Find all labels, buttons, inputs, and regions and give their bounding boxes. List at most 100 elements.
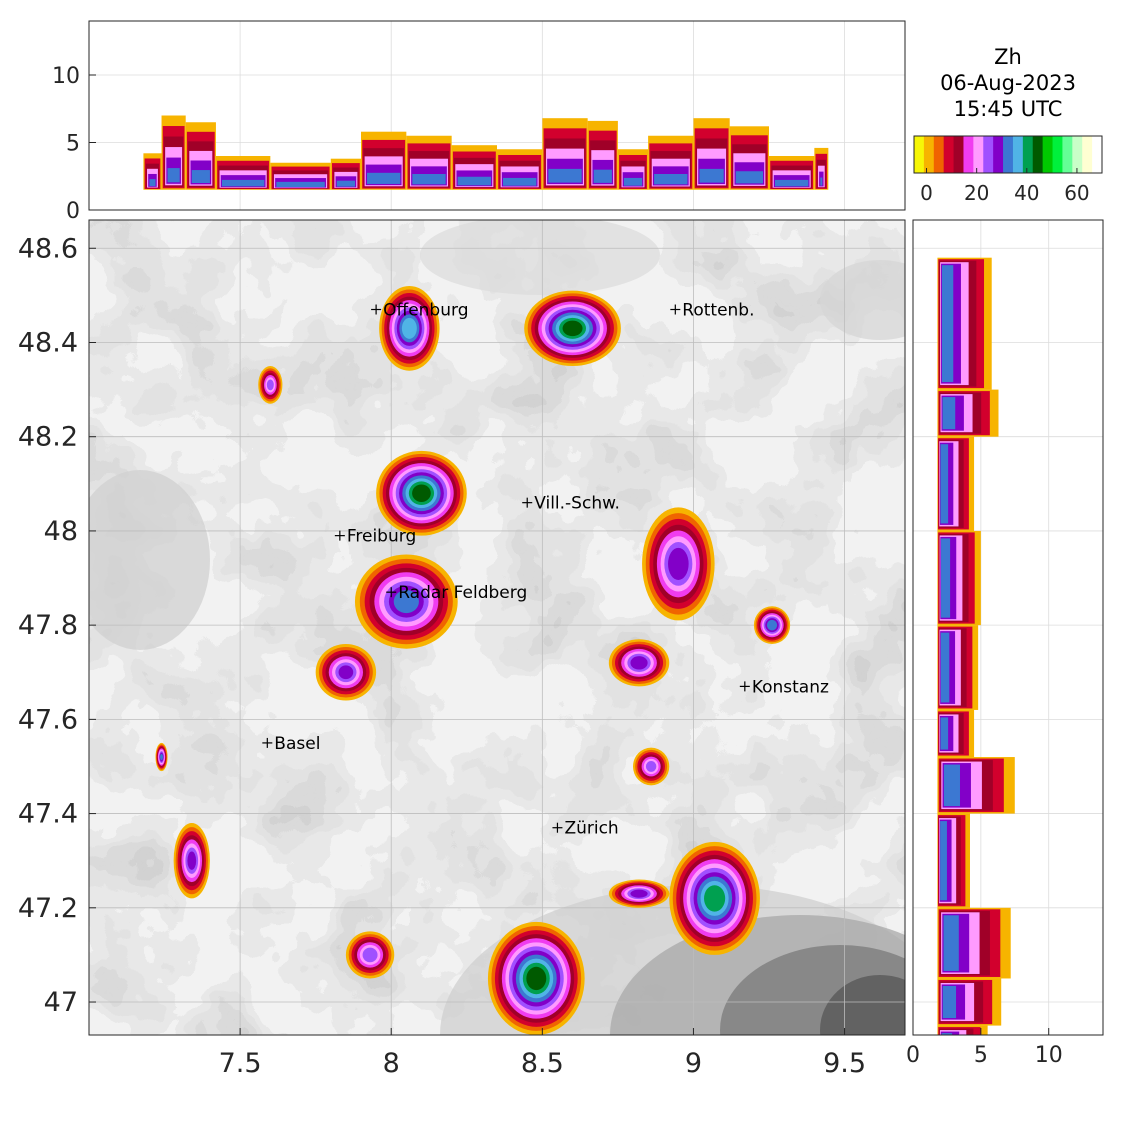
colorbar-frame (913, 135, 1103, 174)
city-label: Zürich (564, 819, 618, 839)
city-marker: Rottenb. (670, 301, 755, 321)
top-profile-column (814, 147, 829, 190)
colorbar-swatch (983, 136, 994, 173)
top-echo-profile (143, 115, 829, 190)
top-profile-layer (548, 168, 582, 183)
terrain-patch (820, 975, 905, 1035)
colorbar-swatch (1092, 136, 1103, 173)
right-profile-layer (943, 915, 959, 971)
cell-level (645, 761, 657, 772)
main-y-tick-label: 47.8 (18, 610, 78, 641)
title-block: Zh 06-Aug-2023 15:45 UTC (940, 45, 1076, 121)
top-profile-layer (367, 172, 401, 184)
storm-cell (753, 606, 791, 644)
storm-cell (376, 450, 467, 536)
storm-cell (173, 823, 210, 899)
top-profile-column (729, 126, 769, 190)
top-y-tick-label: 10 (52, 64, 80, 89)
right-profile-row (937, 978, 1002, 1026)
title-time: 15:45 UTC (954, 97, 1063, 121)
main-x-tick-label: 9.5 (823, 1048, 866, 1079)
colorbar-swatch (1072, 136, 1083, 173)
top-profile-layer (699, 168, 724, 183)
right-profile-layer (941, 538, 951, 618)
cell-level (393, 590, 419, 614)
colorbar-swatch (1062, 136, 1073, 173)
cell-level (412, 484, 431, 502)
cell-level (401, 317, 417, 339)
top-profile-column (406, 135, 452, 190)
right-x-tick-label: 10 (1035, 1043, 1063, 1068)
main-x-tick-label: 8.5 (521, 1048, 564, 1079)
top-y-tick-label: 0 (66, 199, 80, 224)
storm-cell (487, 921, 585, 1035)
top-profile-layer (412, 174, 446, 185)
top-profile-column (361, 131, 407, 190)
top-profile-layer (735, 171, 763, 184)
city-labels: Offenburg Rottenb. Vill.-Schw. Freiburg Rada… (262, 301, 829, 839)
top-profile-layer (336, 180, 355, 187)
main-y-tick-label: 47 (44, 987, 78, 1018)
top-height-panel: 0 5 10 (52, 20, 906, 224)
main-gridlines (89, 220, 905, 1035)
cell-level (630, 656, 648, 670)
city-label: Radar Feldberg (398, 583, 527, 603)
right-profile-row (937, 1025, 988, 1035)
right-profile-layer (940, 717, 949, 750)
right-profile-layer (941, 265, 954, 383)
colorbar-swatch (973, 136, 984, 173)
right-profile-row (937, 709, 975, 758)
right-profile-layer (943, 764, 960, 807)
top-profile-column (215, 156, 271, 190)
top-profile-column (185, 122, 216, 190)
city-label: Konstanz (752, 677, 829, 697)
top-profile-column (542, 118, 588, 190)
top-panel-frame (88, 20, 906, 211)
top-profile-layer (503, 177, 537, 186)
right-profile-row (937, 625, 979, 710)
top-profile-column (143, 153, 162, 190)
right-profile-row (937, 757, 1015, 814)
top-profile-layer (191, 170, 210, 183)
main-map-panel: 7.5 8 8.5 9 9.5 48.6 48.4 48.2 48 47.8 47.6 47.4 47… (18, 203, 920, 1079)
top-profile-column (769, 156, 815, 190)
main-y-axis: 48.6 48.4 48.2 48 47.8 47.6 47.4 47.2 47 (18, 233, 920, 1018)
right-profile-row (937, 436, 975, 531)
top-profile-column (648, 135, 694, 190)
main-y-tick-label: 48.2 (18, 422, 78, 453)
storm-cell (642, 507, 715, 621)
storm-cell (258, 366, 283, 404)
colorbar-swatch (1003, 136, 1014, 173)
city-label: Offenburg (383, 301, 468, 321)
city-marker: Zürich (552, 819, 619, 839)
right-profile-row (937, 257, 992, 390)
main-y-tick-label: 47.2 (18, 893, 78, 924)
cell-level (160, 753, 164, 761)
right-x-axis: 0 5 10 (906, 1028, 1063, 1068)
right-x-tick-label: 0 (906, 1043, 920, 1068)
top-profile-layer (623, 177, 643, 186)
cell-level (362, 947, 378, 963)
main-x-tick-label: 7.5 (219, 1048, 262, 1079)
top-profile-layer (654, 174, 688, 185)
top-profile-layer (221, 179, 265, 187)
main-y-tick-label: 48 (44, 516, 78, 547)
top-profile-layer (820, 177, 823, 186)
cell-level (526, 966, 547, 991)
cell-level (630, 889, 648, 898)
colorbar-tick-label: 0 (920, 181, 933, 205)
top-profile-column (497, 149, 543, 190)
title-variable: Zh (994, 45, 1022, 69)
cell-level (668, 547, 689, 580)
city-marker: Offenburg (371, 301, 468, 321)
top-profile-layer (276, 181, 325, 188)
top-profile-layer (457, 176, 491, 186)
cell-level (562, 320, 583, 337)
colorbar-swatch (953, 136, 964, 173)
storm-cell (379, 285, 440, 371)
right-height-panel: 0 5 10 (906, 219, 1104, 1068)
top-y-tick-label: 5 (66, 132, 80, 157)
top-profile-layer (167, 168, 180, 183)
colorbar-swatch (1052, 136, 1063, 173)
